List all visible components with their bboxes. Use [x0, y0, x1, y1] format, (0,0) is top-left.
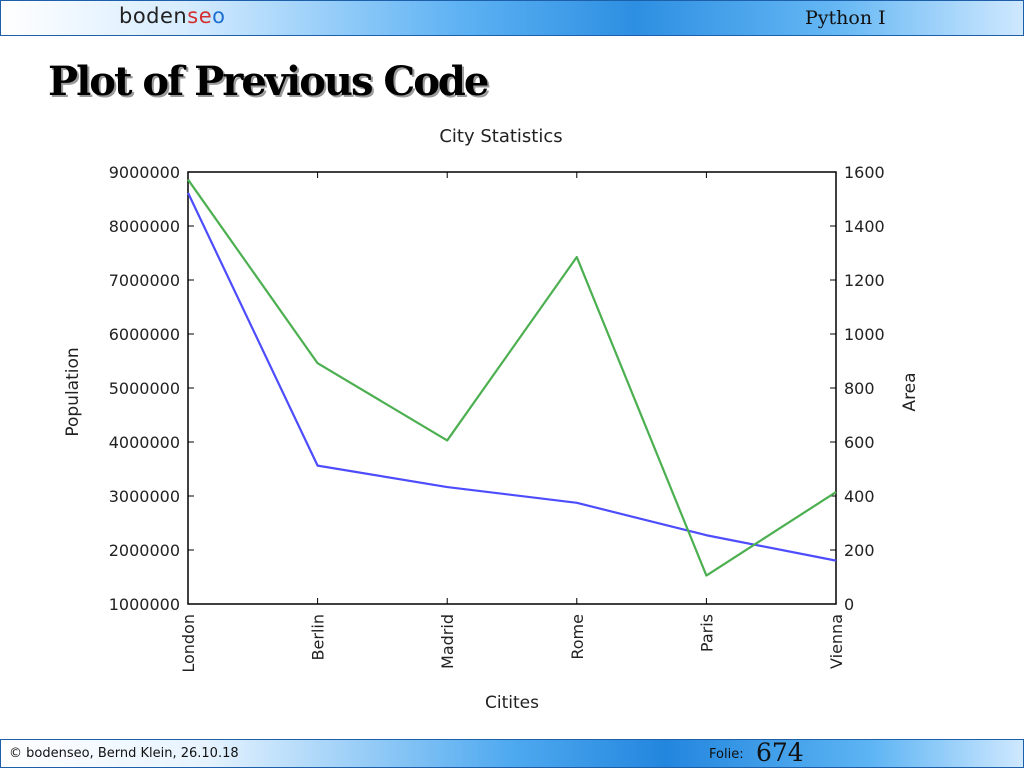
y2-axis-label: Area	[900, 372, 920, 411]
y-tick-label: 7000000	[109, 271, 180, 290]
y2-tick-label: 1000	[844, 325, 885, 344]
chart-title: City Statistics	[439, 126, 562, 147]
x-tick-label: Paris	[697, 614, 716, 652]
x-tick-label: Vienna	[827, 614, 846, 669]
y-tick-label: 4000000	[109, 433, 180, 452]
y-tick-label: 6000000	[109, 325, 180, 344]
y2-tick-label: 1200	[844, 271, 885, 290]
y2-tick-label: 0	[844, 595, 854, 614]
header-bar: bodenseo Python I	[0, 0, 1024, 36]
y-tick-label: 5000000	[109, 379, 180, 398]
y-tick-label: 9000000	[109, 163, 180, 182]
y-tick-label: 2000000	[109, 541, 180, 560]
y2-tick-label: 1600	[844, 163, 885, 182]
slide-number: 674	[756, 738, 804, 767]
y-tick-label: 1000000	[109, 595, 180, 614]
bodenseo-logo: bodenseo	[119, 4, 226, 28]
footer-bar: © bodenseo, Bernd Klein, 26.10.18 Folie:…	[0, 738, 1024, 768]
x-tick-label: Berlin	[309, 614, 328, 660]
y2-tick-label: 400	[844, 487, 875, 506]
y2-tick-label: 600	[844, 433, 875, 452]
population-series-line	[187, 192, 837, 562]
y-tick-label: 8000000	[109, 217, 180, 236]
y2-tick-label: 1400	[844, 217, 885, 236]
x-tick-label: Rome	[568, 614, 587, 660]
area-series-line	[187, 178, 837, 577]
course-name: Python I	[805, 7, 886, 29]
x-axis-label: Citites	[485, 693, 539, 713]
slide-title: Plot of Previous Code	[48, 58, 489, 105]
y-tick-label: 3000000	[109, 487, 180, 506]
x-tick-label: Madrid	[438, 614, 457, 669]
plot-frame	[187, 171, 837, 605]
y2-tick-label: 800	[844, 379, 875, 398]
y2-tick-label: 200	[844, 541, 875, 560]
footer-copyright: © bodenseo, Bernd Klein, 26.10.18	[9, 746, 239, 761]
x-tick-label: London	[179, 614, 198, 673]
slide-number-label: Folie:	[709, 747, 744, 762]
y-axis-label: Population	[63, 347, 83, 436]
